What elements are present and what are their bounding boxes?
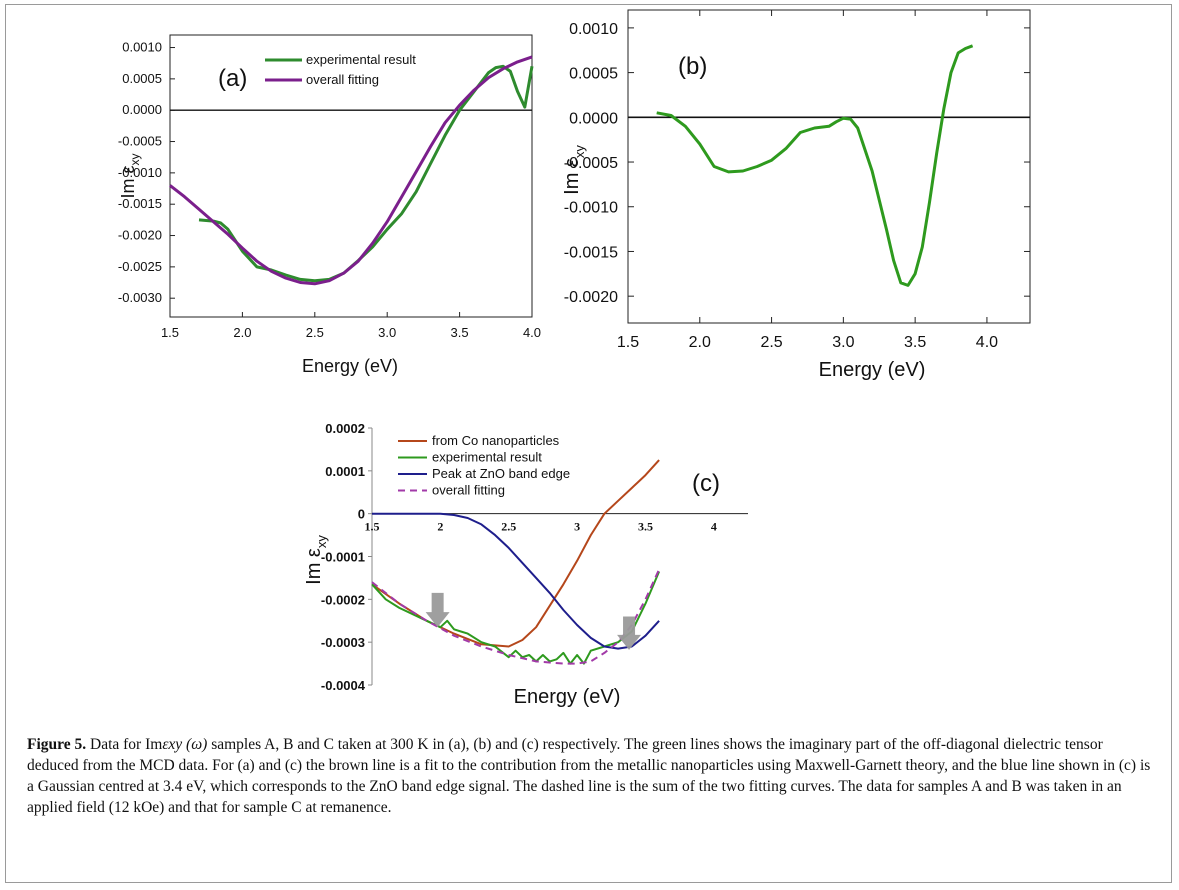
- panel-c-ytick-label: -0.0004: [321, 678, 366, 693]
- panel-c-legend-label: Peak at ZnO band edge: [432, 466, 570, 481]
- panel-c-arrow-2: [617, 616, 642, 650]
- panel-b-axes-box: [627, 9, 1031, 324]
- caption-figure-label: Figure 5.: [27, 736, 87, 753]
- panel-a-ytick-label: 0.0000: [122, 102, 162, 117]
- c-series-experimental-result: [371, 571, 661, 665]
- panel-a-ytick-label: -0.0030: [118, 290, 162, 305]
- panel-c-ytick-label: 0: [358, 507, 365, 522]
- panel-c-xtick-label: 3: [574, 520, 580, 534]
- panel-a-xtick-label: 2.0: [233, 325, 251, 340]
- c-series-from-co-nanoparticles: [371, 459, 660, 648]
- caption-text-1: Data for Im: [86, 736, 163, 753]
- panel-b-ytick-label: -0.0020: [564, 289, 618, 306]
- caption-text-2: samples A, B and C taken at 300 K in (a)…: [27, 736, 1151, 816]
- panel-c-ytick-label: 0.0002: [325, 421, 365, 436]
- panel-b-xtick-label: 2.5: [760, 334, 782, 351]
- panel-b-label: (b): [678, 53, 707, 80]
- panel-a-xtick-label: 2.5: [306, 325, 324, 340]
- panel-a-xtick-label: 1.5: [161, 325, 179, 340]
- panel-b-ytick-label: 0.0000: [569, 110, 618, 127]
- c-series-peak-at-zno-band-edge: [372, 512, 660, 650]
- panel-c-xtick-label: 1.5: [365, 520, 380, 534]
- panel-b-ytick-label: -0.0005: [564, 155, 618, 172]
- panel-a-ytick-label: 0.0010: [122, 40, 162, 55]
- panel-b-ytick-label: -0.0015: [564, 244, 618, 261]
- caption-symbol: εxy (ω): [162, 736, 208, 753]
- panel-c-xtick-label: 2.5: [501, 520, 516, 534]
- panel-c-legend-label: from Co nanoparticles: [432, 433, 560, 448]
- panel-c-label: (c): [692, 470, 720, 497]
- a-series-overall-fitting: [169, 55, 533, 286]
- panel-b-xlabel: Energy (eV): [819, 359, 926, 381]
- panel-a: 0.0010 0.0005 0.0000 -0.0005 -0.0010 -0.0015 -…: [118, 34, 541, 376]
- panel-a-axes-box: [169, 34, 533, 318]
- panel-a-ytick-label: 0.0005: [122, 71, 162, 86]
- panel-b-ytick-label: 0.0010: [569, 21, 618, 38]
- panel-a-xtick-label: 4.0: [523, 325, 541, 340]
- figure-frame: [5, 4, 1172, 883]
- panel-c-ytick-label: -0.0003: [321, 635, 365, 650]
- panel-c-legend-label: overall fitting: [432, 483, 505, 498]
- panel-b-xtick-label: 4.0: [976, 334, 998, 351]
- panel-a-legend-label: experimental result: [306, 52, 416, 67]
- panel-c: 0.0002 0.0001 0 -0.0001 -0.0002 -0.0003 -0.000…: [303, 421, 748, 708]
- panel-c-legend-label: experimental result: [432, 450, 542, 465]
- panel-a-xtick-label: 3.5: [451, 325, 469, 340]
- panel-a-xtick-label: 3.0: [378, 325, 396, 340]
- panel-b: 0.0010 0.0005 0.0000 -0.0005 -0.0010 -0.0015 -…: [561, 9, 1031, 381]
- panel-c-ytick-label: -0.0001: [321, 550, 365, 565]
- panel-a-ytick-label: -0.0020: [118, 228, 162, 243]
- figure-caption: Figure 5. Data for Imεxy (ω) samples A, …: [27, 734, 1152, 818]
- figure-5: 0.0010 0.0005 0.0000 -0.0005 -0.0010 -0.0015 -…: [118, 9, 1031, 708]
- b-series-line-0: [656, 44, 974, 287]
- panel-a-ytick-label: -0.0010: [118, 165, 162, 180]
- panel-c-xtick-label: 4: [711, 520, 717, 534]
- panel-c-ytick-label: -0.0002: [321, 592, 365, 607]
- a-series-experimental-result: [198, 64, 534, 283]
- panel-a-legend-label: overall fitting: [306, 72, 379, 87]
- panel-a-ytick-label: -0.0005: [118, 134, 162, 149]
- c-series-overall-fitting: [371, 568, 661, 665]
- panel-b-xtick-label: 2.0: [689, 334, 711, 351]
- panel-c-arrow-1: [425, 592, 450, 628]
- panel-c-xlabel: Energy (eV): [514, 686, 621, 708]
- panel-a-ytick-label: -0.0015: [118, 196, 162, 211]
- panel-b-xtick-label: 3.0: [832, 334, 854, 351]
- panel-a-ytick-label: -0.0025: [118, 259, 162, 274]
- panel-a-xlabel: Energy (eV): [302, 356, 398, 376]
- panel-c-xtick-label: 2: [437, 520, 443, 534]
- panel-b-xtick-label: 3.5: [904, 334, 926, 351]
- panel-c-ytick-label: 0.0001: [325, 464, 365, 479]
- panel-c-xtick-label: 3.5: [638, 520, 653, 534]
- panel-b-ytick-label: -0.0010: [564, 200, 618, 217]
- panel-b-ytick-label: 0.0005: [569, 66, 618, 83]
- panel-b-xtick-label: 1.5: [617, 334, 639, 351]
- panel-a-label: (a): [218, 65, 247, 92]
